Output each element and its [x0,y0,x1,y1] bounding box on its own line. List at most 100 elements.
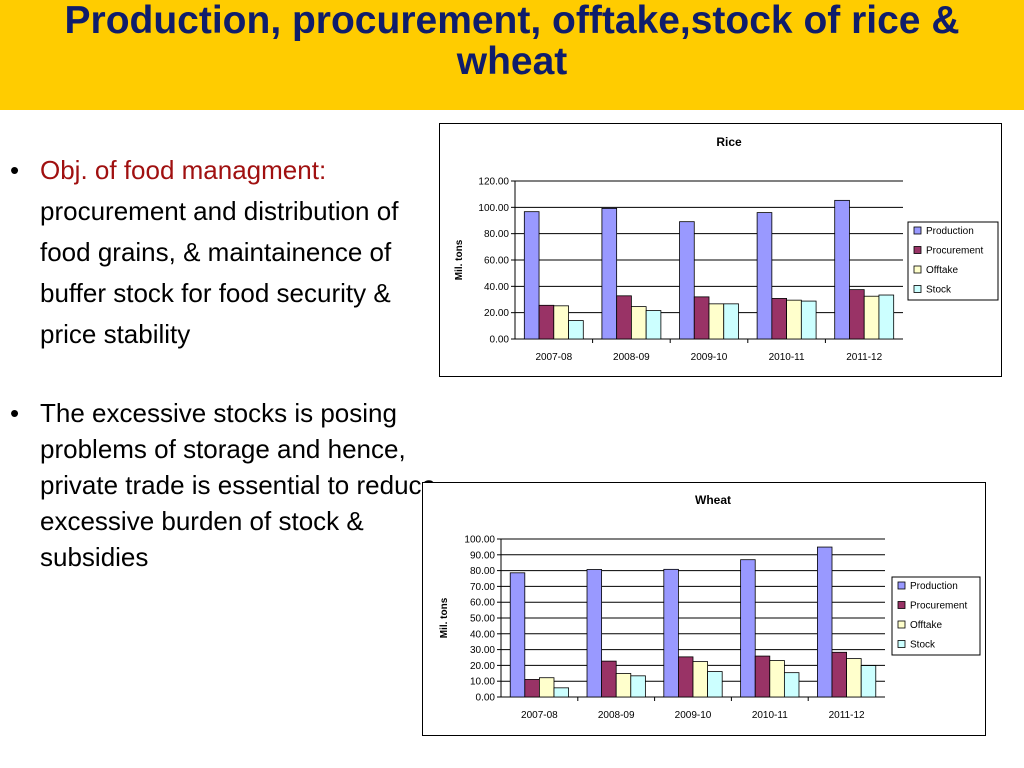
x-tick-label: 2011-12 [846,352,882,363]
bar-procurement-2008-09 [616,295,632,340]
x-tick-label: 2007-08 [535,352,572,363]
wheat-chart: Wheat Mil. tons 0.00 10.00 20.00 30.00 40.00 50… [422,482,986,736]
legend-label: Procurement [926,246,983,257]
x-tick-label: 2009-10 [691,352,728,363]
title-bar [0,0,1024,110]
wheat-chart-svg: Wheat Mil. tons 0.00 10.00 20.00 30.00 40.00 50… [439,493,981,721]
x-tick-label: 2011-12 [829,710,865,721]
y-tick-label: 80.00 [470,566,495,577]
y-tick-label: 90.00 [470,550,495,561]
bar-stock-2008-09 [630,675,646,698]
bar-production-2010-11 [756,212,773,340]
x-tick-label: 2007-08 [521,710,558,721]
bar-offtake-2011-12 [846,658,862,698]
bar-stock-2007-08 [568,320,584,340]
bar-procurement-2010-11 [754,655,771,698]
y-tick-label: 60.00 [484,256,509,267]
legend-label: Offtake [910,620,942,631]
legend-label: Stock [926,285,952,296]
bullet-excess-stocks: • The excessive stocks is posing problem… [8,395,438,575]
y-tick-label: 0.00 [476,693,496,704]
bullet-list: • Obj. of food managment: procurement an… [8,150,438,575]
bar-production-2009-10 [679,221,695,340]
bar-production-2008-09 [586,569,603,698]
bullet-dot-icon: • [10,398,20,428]
legend-swatch [897,620,906,629]
x-tick-label: 2010-11 [752,710,788,721]
y-tick-label: 0.00 [490,335,510,346]
rice-chart-svg: Rice Mil. tons 0.00 20.00 40.00 60.00 80.00 100… [454,135,999,363]
chart-title: Rice [716,135,742,149]
y-tick-label: 100.00 [464,535,495,546]
bar-offtake-2010-11 [786,299,802,340]
bar-stock-2011-12 [860,665,877,698]
bar-procurement-2007-08 [524,679,540,698]
bar-stock-2010-11 [783,672,800,698]
x-tick-label: 2008-09 [613,352,650,363]
bar-production-2011-12 [834,199,850,340]
bar-production-2009-10 [663,568,679,698]
y-tick-label: 50.00 [470,614,495,625]
y-tick-label: 10.00 [470,677,495,688]
bullet-objective: • Obj. of food managment: procurement an… [8,150,438,355]
bar-offtake-2008-09 [615,673,632,698]
bar-procurement-2009-10 [693,296,710,340]
bar-stock-2009-10 [707,671,723,698]
y-tick-label: 60.00 [470,598,495,609]
slide-title: Production, procurement, offtake,stock o… [64,0,960,83]
x-tick-label: 2008-09 [598,710,635,721]
bar-production-2010-11 [740,559,756,698]
x-tick-label: 2010-11 [769,352,805,363]
y-axis-label: Mil. tons [454,239,465,280]
y-tick-label: 30.00 [470,645,495,656]
bullet-text: The excessive stocks is posing problems … [40,398,436,572]
bar-stock-2008-09 [645,310,662,340]
legend-label: Production [926,226,974,237]
legend-label: Stock [910,640,936,651]
legend-swatch [897,601,906,609]
y-tick-label: 70.00 [470,582,495,593]
legend-swatch [897,640,906,648]
bar-offtake-2009-10 [692,661,708,698]
bar-stock-2010-11 [800,300,817,340]
y-tick-label: 40.00 [484,282,509,293]
legend-swatch [913,246,922,254]
bar-procurement-2009-10 [678,656,694,698]
legend-label: Offtake [926,265,958,276]
bar-procurement-2007-08 [538,304,555,340]
x-tick-label: 2009-10 [675,710,712,721]
bar-offtake-2011-12 [863,295,880,340]
chart-title: Wheat [695,493,731,507]
bar-procurement-2011-12 [831,651,847,698]
bar-offtake-2009-10 [708,303,725,340]
y-axis-label: Mil. tons [439,597,450,638]
bar-production-2007-08 [509,572,526,698]
bar-production-2011-12 [817,546,833,698]
legend-swatch [897,581,906,590]
legend-label: Production [910,581,958,592]
bar-offtake-2007-08 [553,305,569,340]
y-tick-label: 100.00 [478,203,509,214]
bullet-text: procurement and distribution of food gra… [40,196,399,349]
legend-swatch [913,226,922,235]
y-tick-label: 120.00 [478,177,509,188]
bar-stock-2009-10 [723,303,739,340]
legend-box [907,221,999,301]
y-tick-label: 40.00 [470,629,495,640]
y-tick-label: 20.00 [484,308,509,319]
bar-stock-2011-12 [878,294,895,340]
bar-stock-2007-08 [553,687,569,698]
legend-label: Procurement [910,601,967,612]
bar-procurement-2011-12 [849,289,865,340]
legend-swatch [913,265,922,274]
legend-box [891,576,981,656]
bar-offtake-2008-09 [630,306,647,340]
rice-chart: Rice Mil. tons 0.00 20.00 40.00 60.00 80.00 100… [439,123,1002,377]
y-tick-label: 80.00 [484,229,509,240]
legend-swatch [913,285,922,293]
bar-offtake-2010-11 [769,660,785,698]
bullet-dot-icon: • [10,155,20,185]
bullet-lead: Obj. of food managment: [40,155,327,185]
bar-production-2007-08 [523,211,540,340]
bar-procurement-2010-11 [771,298,787,340]
